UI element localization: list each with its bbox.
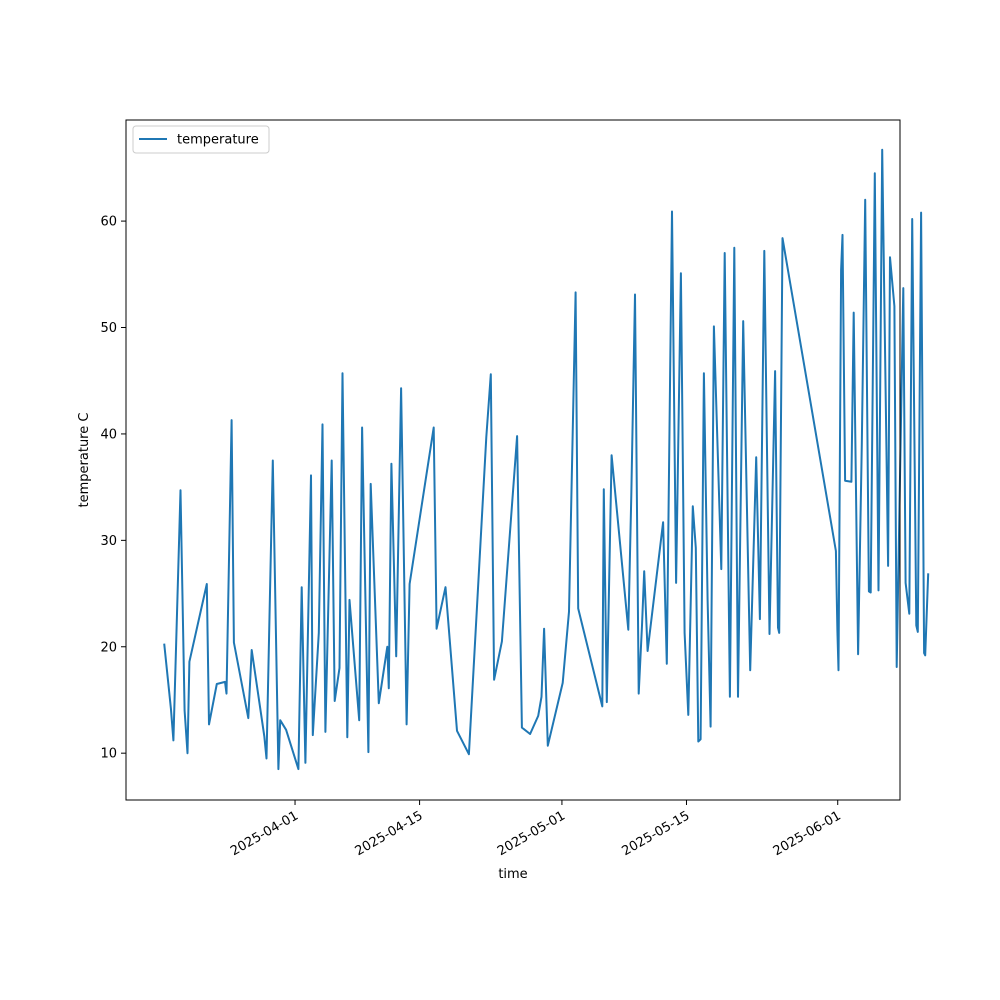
y-tick-label: 30 — [100, 534, 117, 549]
plot-area — [163, 148, 930, 771]
y-tick-label: 20 — [100, 640, 117, 655]
y-axis-ticks: 10 20 30 40 50 60 — [100, 215, 126, 762]
x-tick-label: 2025-04-15 — [353, 808, 426, 859]
x-tick-label: 2025-04-01 — [228, 808, 301, 859]
series-line-temperature — [163, 148, 930, 771]
x-tick-label: 2025-06-01 — [771, 808, 844, 859]
x-axis-label: time — [498, 867, 527, 882]
legend: temperature — [132, 125, 270, 154]
y-tick-label: 60 — [100, 215, 117, 230]
x-tick-label: 2025-05-15 — [620, 808, 693, 859]
y-tick-label: 50 — [100, 321, 117, 336]
axes-frame — [125, 119, 901, 801]
y-axis-label: temperature C — [77, 413, 92, 508]
x-tick-label: 2025-05-01 — [495, 808, 568, 859]
y-tick-label: 40 — [100, 427, 117, 442]
legend-label-temperature: temperature — [177, 133, 259, 148]
x-axis-ticks: 2025-04-01 2025-04-15 2025-05-01 2025-05-15… — [228, 800, 844, 859]
y-tick-label: 10 — [100, 747, 117, 762]
legend-box — [132, 125, 270, 154]
